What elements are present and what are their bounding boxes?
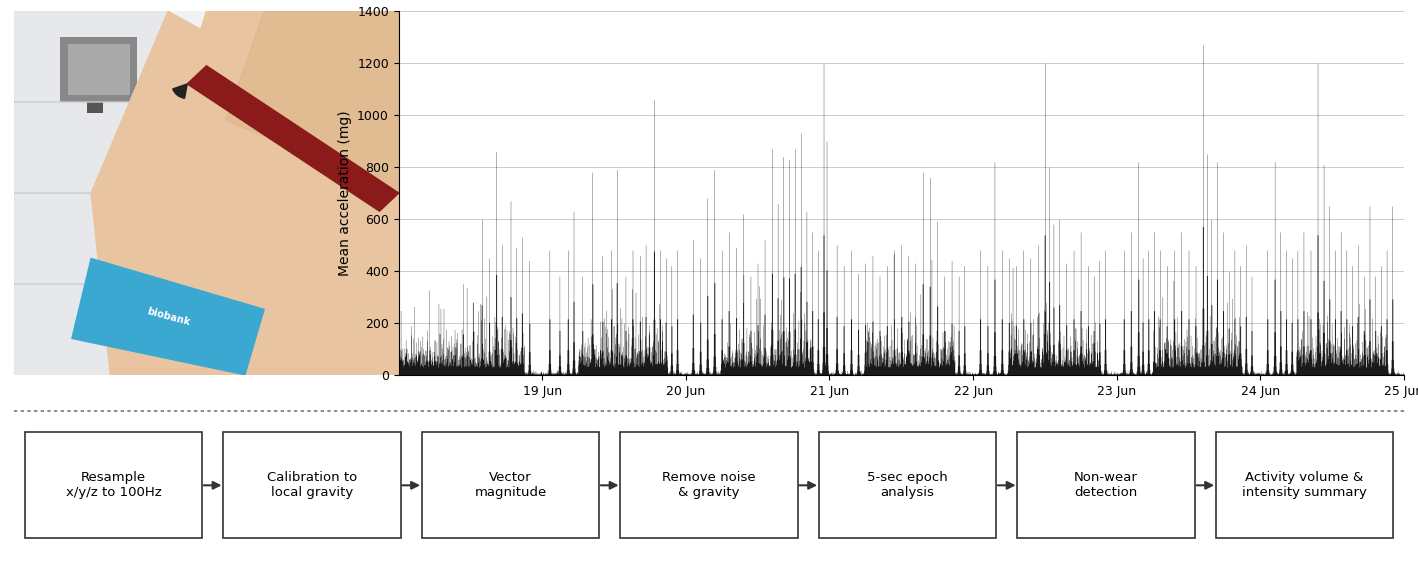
Polygon shape [91, 11, 398, 375]
FancyBboxPatch shape [1017, 432, 1195, 538]
Text: 5-sec epoch
analysis: 5-sec epoch analysis [868, 472, 947, 499]
Polygon shape [225, 11, 398, 193]
Polygon shape [72, 259, 264, 375]
Bar [61, 37, 138, 102]
Y-axis label: Mean acceleration (mg): Mean acceleration (mg) [337, 110, 352, 276]
FancyBboxPatch shape [421, 432, 600, 538]
Text: Resample
x/y/z to 100Hz: Resample x/y/z to 100Hz [65, 472, 162, 499]
FancyBboxPatch shape [24, 432, 203, 538]
FancyBboxPatch shape [1215, 432, 1394, 538]
Bar [68, 44, 129, 95]
Text: Remove noise
& gravity: Remove noise & gravity [662, 472, 756, 499]
Bar [88, 102, 102, 113]
FancyBboxPatch shape [620, 432, 798, 538]
Polygon shape [187, 66, 398, 211]
Wedge shape [173, 84, 187, 98]
Bar [14, 11, 167, 375]
Text: Vector
magnitude: Vector magnitude [475, 472, 546, 499]
FancyBboxPatch shape [818, 432, 997, 538]
Polygon shape [149, 11, 398, 284]
Text: Activity volume &
intensity summary: Activity volume & intensity summary [1242, 472, 1367, 499]
FancyBboxPatch shape [223, 432, 401, 538]
Text: biobank: biobank [145, 306, 191, 327]
Text: Calibration to
local gravity: Calibration to local gravity [267, 472, 357, 499]
Text: Non-wear
detection: Non-wear detection [1073, 472, 1139, 499]
